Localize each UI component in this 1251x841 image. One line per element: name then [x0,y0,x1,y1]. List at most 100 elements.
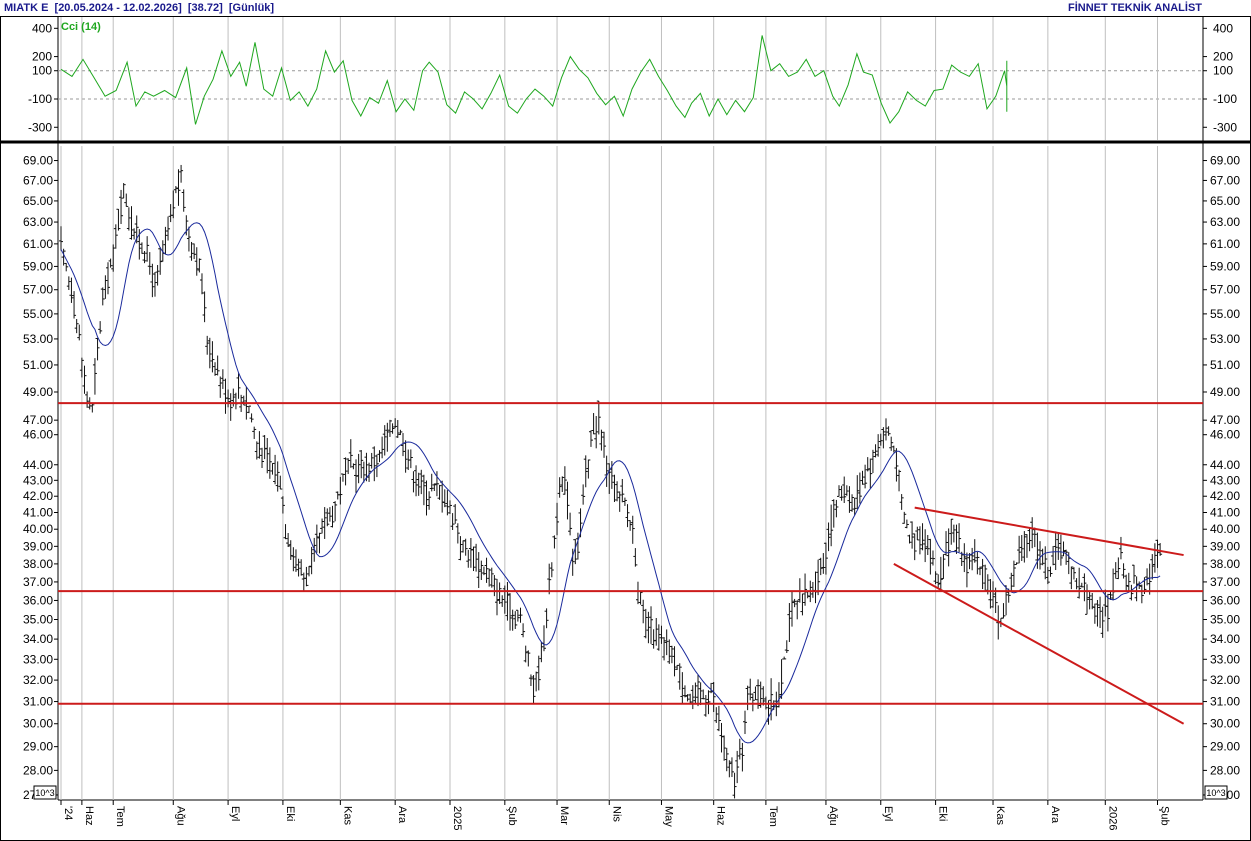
price-bar [743,710,748,735]
price-bar [821,553,826,574]
price-bar [267,447,272,479]
price-tick-label: 42.00 [23,489,53,503]
outer-border [0,16,1251,841]
price-bar [633,548,638,567]
price-bar [1126,572,1131,592]
price-bar [847,486,852,513]
price-bar [317,532,322,554]
price-bar [641,599,646,624]
price-bar [795,600,800,620]
price-bar [385,422,390,452]
price-tick-label: 69.00 [23,154,53,168]
price-bar [186,226,191,252]
price-bar [1056,532,1061,560]
price-bars [59,164,1163,799]
price-bar [398,429,403,436]
date-tick-label: Haz [83,806,95,826]
price-bar [192,243,197,260]
price-bar [476,552,481,589]
price-tick-label: 46.00 [23,428,53,442]
price-bar [894,448,899,482]
price-bar [881,427,886,449]
price-tick-label: 38.00 [1210,557,1240,571]
price-tick-label: 33.00 [1210,652,1240,666]
support-resistance-levels [58,402,1203,705]
price-bar [740,742,745,772]
price-bar [703,695,708,717]
trendline [893,563,1185,725]
price-tick-label: 53.00 [1210,332,1240,346]
price-tick-label: 69.00 [1210,154,1240,168]
price-bar [870,449,875,474]
brand-label: FİNNET TEKNİK ANALİST [1067,2,1202,14]
price-bar [492,575,497,597]
price-bar [181,189,186,212]
price-bar [254,441,259,460]
price-bar [189,241,194,261]
price-bar [1113,562,1118,579]
price-bar [173,186,178,194]
price-bar [951,524,956,543]
price-bar [591,413,596,435]
price-bar [213,362,218,376]
price-bar [1147,563,1152,595]
price-tick-label: 43.00 [23,473,53,487]
price-bar [732,772,737,799]
price-tick-label: 65.00 [1210,194,1240,208]
price-bar [359,450,364,479]
price-bar [1077,567,1082,599]
price-bar [453,504,458,524]
cci-tick-label: 400 [1213,21,1233,35]
price-bar [594,416,599,449]
price-tick-label: 28.00 [23,763,53,777]
price-bar [970,547,975,571]
price-bar [750,693,755,712]
price-bar [1100,606,1105,638]
price-bar [260,447,265,469]
price-tick-label: 32.00 [1210,673,1240,687]
price-bar [286,533,291,547]
price-bar [390,423,395,434]
date-tick-label: 2025 [451,806,463,830]
price-bar [505,581,510,621]
price-bar [724,747,729,772]
price-bar [803,573,808,606]
price-bar [1087,591,1092,610]
price-bar [972,539,977,563]
price-tick-label: 40.00 [23,522,53,536]
price-bar [672,646,677,677]
price-bar [1011,560,1016,587]
price-tick-label: 57.00 [1210,283,1240,297]
price-bar [380,436,385,459]
price-bar [690,685,695,710]
price-bar [685,694,690,702]
price-bar [1079,582,1084,588]
price-bar [387,419,392,437]
price-bar [693,682,698,705]
price-bar [680,672,685,705]
cci-tick-label: 200 [1213,50,1233,64]
price-bar [1035,532,1040,569]
price-bar [199,273,204,295]
price-bar [839,485,844,501]
price-bar [646,611,651,644]
price-bar [696,674,701,707]
price-bar [265,437,270,474]
price-bar [455,523,460,544]
price-bar [534,671,539,692]
price-bar [669,645,674,664]
price-bar [113,224,118,249]
price-bar [930,550,935,566]
price-bar [121,183,126,199]
price-bar [372,446,377,482]
price-bar [1124,574,1129,592]
price-bar [714,707,719,723]
price-tick-label: 67.00 [1210,173,1240,187]
price-bar [147,252,152,275]
price-bar [1001,603,1006,619]
price-bar [1064,549,1069,565]
price-bar [813,571,818,604]
price-bar [395,420,400,438]
price-bar [656,624,661,651]
